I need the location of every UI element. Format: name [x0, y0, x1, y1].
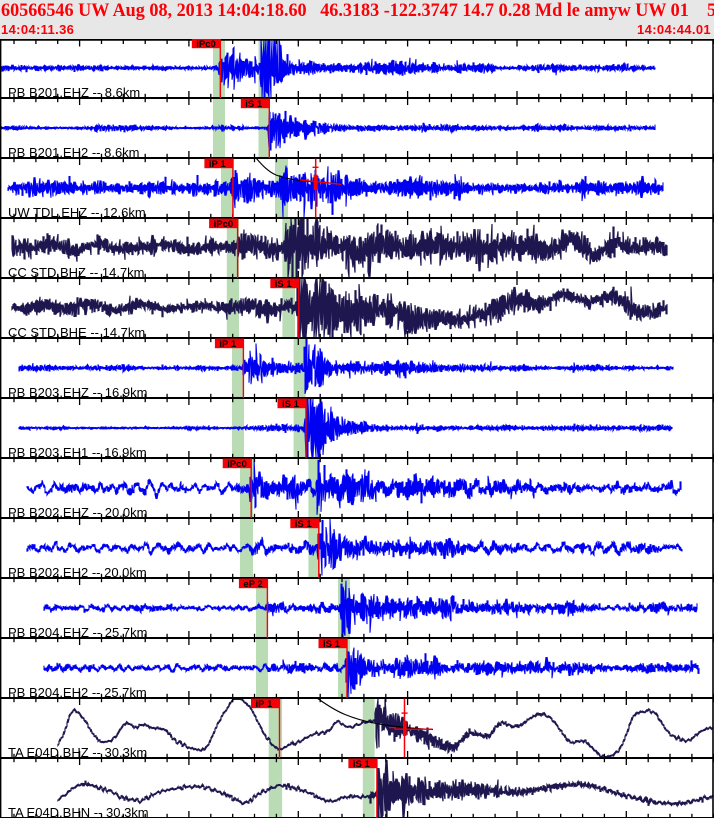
svg-text:iPc0: iPc0: [214, 219, 234, 230]
svg-text:TA E04D,BHN -- 30.3km: TA E04D,BHN -- 30.3km: [8, 805, 149, 818]
svg-text:eP 2: eP 2: [243, 579, 262, 590]
svg-text:PB B202,EH2 -- 20.0km: PB B202,EH2 -- 20.0km: [8, 565, 147, 580]
svg-text:iS 1: iS 1: [245, 99, 263, 110]
svg-text:PB B204,EH2 -- 25.7km: PB B204,EH2 -- 25.7km: [8, 685, 147, 700]
svg-text:PB B203,EHZ -- 16.9km: PB B203,EHZ -- 16.9km: [8, 385, 147, 400]
svg-text:iP 1: iP 1: [219, 339, 236, 350]
svg-text:iS 1: iS 1: [275, 279, 293, 290]
svg-text:iS 1: iS 1: [323, 639, 341, 650]
svg-text:TA E04D,BHZ -- 30.3km: TA E04D,BHZ -- 30.3km: [8, 745, 147, 760]
svg-text:iS 1: iS 1: [295, 519, 313, 530]
svg-text:iP 1: iP 1: [209, 159, 226, 170]
svg-text:iPc0: iPc0: [196, 39, 216, 50]
svg-text:iS 1: iS 1: [282, 399, 300, 410]
svg-text:iPc0: iPc0: [227, 459, 247, 470]
svg-text:CC STD,BHE -- 14.7km: CC STD,BHE -- 14.7km: [8, 325, 145, 340]
svg-text:PB B204,EHZ -- 25.7km: PB B204,EHZ -- 25.7km: [8, 625, 147, 640]
svg-text:CC STD,BHZ -- 14.7km: CC STD,BHZ -- 14.7km: [8, 265, 145, 280]
svg-text:UW TDL,EHZ -- 12.6km: UW TDL,EHZ -- 12.6km: [8, 205, 146, 220]
svg-text:PB B201,EH2 -- 8.6km: PB B201,EH2 -- 8.6km: [8, 145, 140, 160]
svg-text:PB B202,EHZ -- 20.0km: PB B202,EHZ -- 20.0km: [8, 505, 147, 520]
svg-text:PB B203,EH1 -- 16.9km: PB B203,EH1 -- 16.9km: [8, 445, 147, 460]
svg-text:PB B201,EHZ -- 8.6km: PB B201,EHZ -- 8.6km: [8, 85, 140, 100]
svg-text:iP 1: iP 1: [256, 699, 273, 710]
svg-text:iS 1: iS 1: [353, 759, 371, 770]
